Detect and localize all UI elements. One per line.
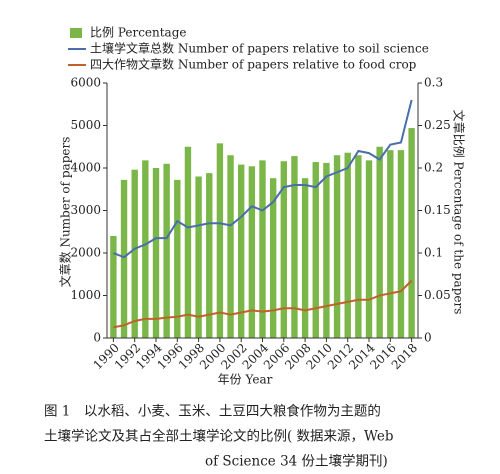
caption-line: 土壤学论文及其占全部土壤学论文的比例( 数据来源，Web [44, 428, 393, 445]
bar [163, 163, 170, 338]
y-tick-label: 4000 [70, 161, 101, 175]
y2-tick-label: 0.2 [424, 161, 443, 175]
bar [206, 173, 213, 338]
legend-label: 四大作物文章数 Number of papers relative to foo… [90, 57, 417, 72]
bar [387, 150, 394, 338]
bar [291, 156, 298, 338]
y2-tick-label: 0 [424, 331, 432, 345]
y2-tick-label: 0.15 [424, 203, 451, 217]
bar [301, 178, 309, 338]
bar [408, 128, 415, 338]
bar [227, 155, 234, 338]
bar [120, 179, 128, 338]
bar [365, 160, 373, 338]
y-tick-label: 5000 [70, 118, 101, 132]
bar [110, 236, 117, 338]
bar [142, 160, 149, 338]
bar [269, 178, 277, 338]
bar [280, 161, 287, 338]
bar [152, 168, 160, 338]
bar [216, 143, 224, 338]
y-tick-label: 3000 [70, 203, 101, 217]
legend-label: 比例 Percentage [90, 26, 187, 40]
bar [131, 169, 138, 338]
y2-axis-title: 文章比例 Percentage of the papers [452, 110, 467, 315]
bar [376, 146, 383, 338]
bar [333, 155, 341, 338]
y-tick-label: 0 [93, 331, 101, 345]
bar [195, 176, 202, 338]
bar [184, 146, 192, 338]
line [113, 279, 413, 329]
y2-tick-label: 0.3 [424, 76, 443, 90]
line [113, 99, 413, 259]
bar [355, 155, 362, 338]
bar [397, 150, 405, 338]
legend-swatch [70, 28, 82, 38]
caption-line: of Science 34 份土壤学期刊) [205, 453, 388, 470]
y-tick-label: 2000 [70, 246, 101, 260]
y2-tick-label: 0.05 [424, 288, 451, 302]
bar [259, 160, 266, 338]
bar [238, 164, 245, 338]
bar [312, 162, 319, 338]
y-axis-title: 文章数 Number of papers [58, 137, 73, 288]
y2-tick-label: 0.25 [424, 118, 451, 132]
y-tick-label: 1000 [70, 288, 101, 302]
y2-tick-label: 0.1 [424, 246, 443, 260]
legend-label: 土壤学文章总数 Number of papers relative to soi… [90, 41, 429, 56]
caption-line: 图 1 以水稻、小麦、玉米、土豆四大粮食作物为主题的 [44, 403, 381, 420]
x-axis-title: 年份 Year [218, 373, 273, 387]
y-tick-label: 6000 [70, 76, 101, 90]
bar [174, 179, 181, 338]
bar [323, 162, 330, 338]
bar [344, 152, 351, 338]
bar [248, 166, 256, 338]
